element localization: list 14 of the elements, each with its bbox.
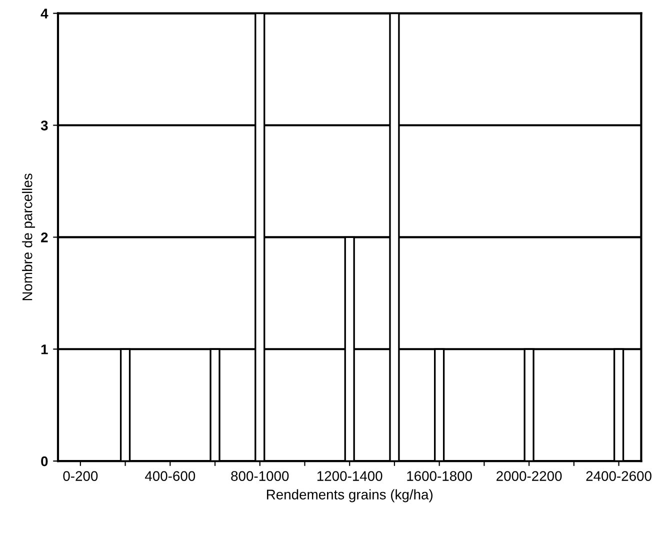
x-tick-label: 2400-2600 [586,471,652,481]
y-tick-label: 2 [41,232,48,242]
y-tick-label: 3 [40,120,48,130]
x-tick-label: 400-600 [144,471,196,481]
x-tick-label: 1200-1400 [317,471,382,481]
x-tick-label: 2000-2200 [496,471,562,481]
x-axis-title: Rendements grains (kg/ha) [266,489,433,502]
x-tick-label: 1600-1800 [407,471,472,481]
y-tick-label: 1 [41,344,48,354]
x-tick-label: 0-200 [63,471,98,481]
y-axis-title: Nombre de parcelles [22,174,35,300]
y-tick-label: 0 [41,456,48,466]
x-tick-label: 800-1000 [231,471,289,481]
y-tick-label: 4 [40,8,48,18]
